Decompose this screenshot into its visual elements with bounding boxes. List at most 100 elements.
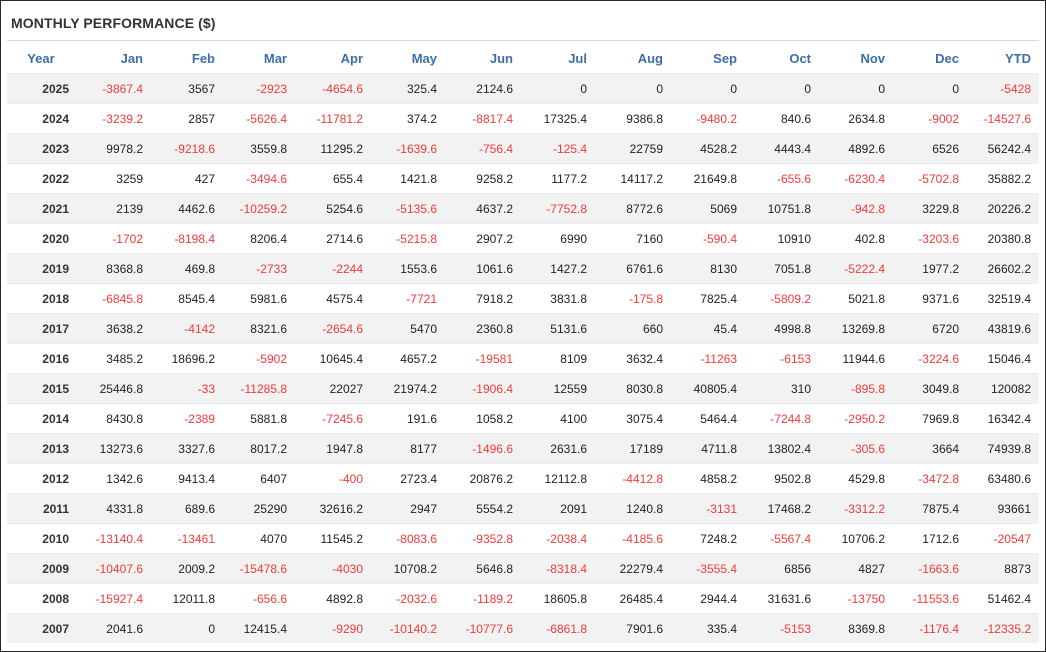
value-cell-jul: 3831.8: [521, 283, 595, 314]
value-cell-feb: -9218.6: [151, 133, 223, 164]
value-cell-may: 325.4: [371, 73, 445, 104]
value-cell-mar: -11285.8: [223, 373, 295, 404]
table-row: 2014 8430.8 -2389 5881.8 -7245.6 191.6 1058.2 4…: [7, 403, 1039, 434]
year-cell: 2021: [7, 193, 75, 224]
value-cell-aug: 7901.6: [595, 613, 671, 643]
value-cell-may: 2723.4: [371, 463, 445, 494]
value-cell-may: -7721: [371, 283, 445, 314]
value-cell-nov: 4529.8: [819, 463, 893, 494]
year-cell: 2011: [7, 493, 75, 524]
value-cell-aug: 26485.4: [595, 583, 671, 614]
value-cell-ytd: 63480.6: [967, 463, 1039, 494]
value-cell-jun: -1189.2: [445, 583, 521, 614]
value-cell-oct: 9502.8: [745, 463, 819, 494]
year-cell: 2025: [7, 73, 75, 104]
table-row: 2024 -3239.2 2857 -5626.4 -11781.2 374.2 -8817…: [7, 103, 1039, 134]
value-cell-oct: -655.6: [745, 163, 819, 194]
column-header-ytd: YTD: [1005, 51, 1031, 66]
value-cell-jun: 7918.2: [445, 283, 521, 314]
value-cell-nov: 2634.8: [819, 103, 893, 134]
value-cell-jan: -1702: [75, 223, 151, 254]
value-cell-jan: -3867.4: [75, 73, 151, 104]
value-cell-mar: 25290: [223, 493, 295, 524]
value-cell-ytd: 120082: [967, 373, 1039, 404]
column-header-may: May: [411, 51, 437, 66]
value-cell-aug: 7160: [595, 223, 671, 254]
value-cell-ytd: -14527.6: [967, 103, 1039, 134]
value-cell-oct: 310: [745, 373, 819, 404]
table-row: 2025 -3867.4 3567 -2923 -4654.6 325.4 2124.6 0 0…: [7, 73, 1039, 104]
value-cell-dec: -3203.6: [893, 223, 967, 254]
year-cell: 2024: [7, 103, 75, 134]
value-cell-aug: 3075.4: [595, 403, 671, 434]
value-cell-feb: -8198.4: [151, 223, 223, 254]
value-cell-mar: 4070: [223, 523, 295, 554]
value-cell-feb: -13461: [151, 523, 223, 554]
value-cell-may: 1553.6: [371, 253, 445, 284]
table-body: 2025 -3867.4 3567 -2923 -4654.6 325.4 2124.6 0 0…: [7, 73, 1039, 643]
value-cell-aug: 0: [595, 73, 671, 104]
value-cell-may: 1421.8: [371, 163, 445, 194]
value-cell-jun: 1061.6: [445, 253, 521, 284]
value-cell-dec: -11553.6: [893, 583, 967, 614]
column-header-sep: Sep: [713, 51, 737, 66]
value-cell-jan: 2139: [75, 193, 151, 224]
value-cell-jan: 3638.2: [75, 313, 151, 344]
value-cell-aug: 8772.6: [595, 193, 671, 224]
value-cell-feb: 12011.8: [151, 583, 223, 614]
value-cell-aug: 14117.2: [595, 163, 671, 194]
year-cell: 2014: [7, 403, 75, 434]
value-cell-ytd: -12335.2: [967, 613, 1039, 643]
value-cell-jul: 2091: [521, 493, 595, 524]
value-cell-jun: 1058.2: [445, 403, 521, 434]
value-cell-nov: -942.8: [819, 193, 893, 224]
value-cell-jan: 8368.8: [75, 253, 151, 284]
value-cell-sep: 4858.2: [671, 463, 745, 494]
value-cell-dec: -1663.6: [893, 553, 967, 584]
value-cell-jul: 4100: [521, 403, 595, 434]
value-cell-may: 4657.2: [371, 343, 445, 374]
value-cell-jul: 5131.6: [521, 313, 595, 344]
column-header-jul: Jul: [568, 51, 587, 66]
value-cell-jan: 2041.6: [75, 613, 151, 643]
monthly-performance-table: Year Jan Feb Mar Apr May Jun Jul Aug Sep Oct Nov Dec…: [7, 44, 1039, 643]
value-cell-dec: 7969.8: [893, 403, 967, 434]
value-cell-jun: -19581: [445, 343, 521, 374]
table-row: 2016 3485.2 18696.2 -5902 10645.4 4657.2 -1958…: [7, 343, 1039, 374]
value-cell-nov: 4827: [819, 553, 893, 584]
value-cell-may: -2032.6: [371, 583, 445, 614]
year-cell: 2010: [7, 523, 75, 554]
value-cell-mar: -2923: [223, 73, 295, 104]
value-cell-jan: -3239.2: [75, 103, 151, 134]
table-row: 2018 -6845.8 8545.4 5981.6 4575.4 -7721 7918.2…: [7, 283, 1039, 314]
panel-title: MONTHLY PERFORMANCE ($): [11, 15, 216, 31]
value-cell-may: 21974.2: [371, 373, 445, 404]
value-cell-jun: -1906.4: [445, 373, 521, 404]
value-cell-jul: -125.4: [521, 133, 595, 164]
value-cell-feb: 2857: [151, 103, 223, 134]
value-cell-apr: -7245.6: [295, 403, 371, 434]
value-cell-jan: 9978.2: [75, 133, 151, 164]
value-cell-feb: 3327.6: [151, 433, 223, 464]
value-cell-aug: 8030.8: [595, 373, 671, 404]
value-cell-mar: -2733: [223, 253, 295, 284]
value-cell-jan: 1342.6: [75, 463, 151, 494]
value-cell-nov: 402.8: [819, 223, 893, 254]
title-divider: [7, 40, 1039, 41]
value-cell-jan: 8430.8: [75, 403, 151, 434]
value-cell-feb: -4142: [151, 313, 223, 344]
value-cell-aug: 6761.6: [595, 253, 671, 284]
value-cell-sep: 4528.2: [671, 133, 745, 164]
value-cell-feb: -33: [151, 373, 223, 404]
value-cell-oct: 13802.4: [745, 433, 819, 464]
value-cell-nov: 10706.2: [819, 523, 893, 554]
value-cell-mar: -5902: [223, 343, 295, 374]
value-cell-may: -8083.6: [371, 523, 445, 554]
value-cell-apr: -4030: [295, 553, 371, 584]
value-cell-feb: 4462.6: [151, 193, 223, 224]
value-cell-mar: -3494.6: [223, 163, 295, 194]
value-cell-aug: 22279.4: [595, 553, 671, 584]
value-cell-jul: 12112.8: [521, 463, 595, 494]
value-cell-may: 374.2: [371, 103, 445, 134]
